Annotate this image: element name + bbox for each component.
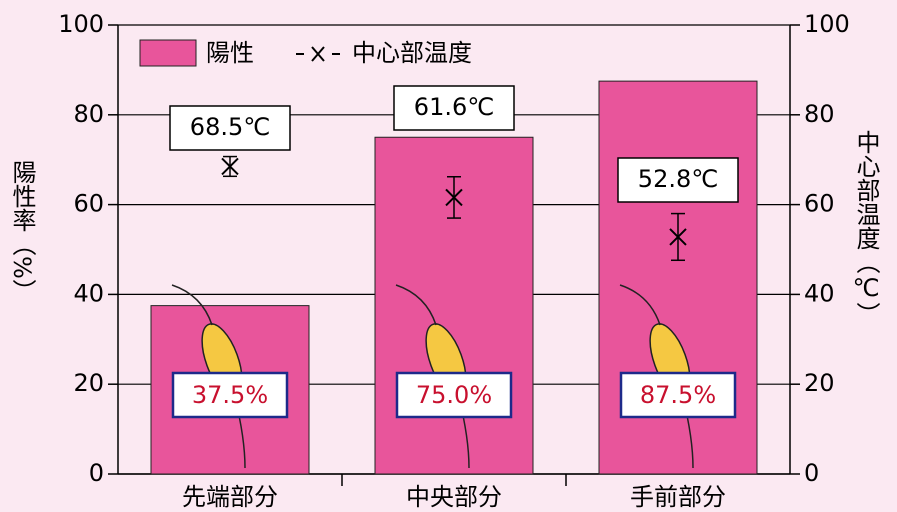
y-tick-label: 20 <box>73 369 104 397</box>
value-label-box <box>395 371 513 419</box>
value-label: 75.0% <box>416 381 492 409</box>
x-tick-label: 先端部分 <box>182 483 278 511</box>
y2-tick-label: 40 <box>804 279 835 307</box>
legend-label: 中心部温度 <box>352 39 472 67</box>
legend-swatch <box>139 39 197 67</box>
value-label: 87.5% <box>640 381 716 409</box>
temp-label: 61.6℃ <box>414 93 494 121</box>
y2-tick-label: 100 <box>804 10 850 38</box>
value-label-box <box>619 371 737 419</box>
flagellum <box>619 284 661 326</box>
temp-label-box <box>393 85 515 131</box>
y-tick-label: 80 <box>73 100 104 128</box>
x-tick-label: 手前部分 <box>630 483 726 511</box>
y-tick-label: 60 <box>73 190 104 218</box>
legend-label: 陽性 <box>206 39 254 67</box>
flagellum <box>395 284 437 326</box>
temp-marker <box>445 188 463 207</box>
temp-marker <box>221 157 239 176</box>
y2-axis-label: 中心部温度（℃） <box>852 130 880 326</box>
y-tick-label: 0 <box>89 459 104 487</box>
y-tick-label: 100 <box>58 10 104 38</box>
temp-marker <box>669 228 687 246</box>
y-tick-label: 40 <box>73 279 104 307</box>
temp-label: 52.8℃ <box>638 165 718 193</box>
temp-label-box <box>617 157 739 203</box>
value-label-box <box>171 371 289 419</box>
y2-tick-label: 0 <box>804 459 819 487</box>
temp-label-box <box>169 105 291 151</box>
y2-tick-label: 80 <box>804 100 835 128</box>
legend-marker <box>296 46 340 62</box>
y-axis-label: 陽性率（%） <box>8 160 36 303</box>
temp-label: 68.5℃ <box>190 113 270 141</box>
x-tick-label: 中央部分 <box>406 483 502 511</box>
y2-tick-label: 60 <box>804 190 835 218</box>
value-label: 37.5% <box>192 381 268 409</box>
flagellum <box>171 284 213 326</box>
y2-tick-label: 20 <box>804 369 835 397</box>
